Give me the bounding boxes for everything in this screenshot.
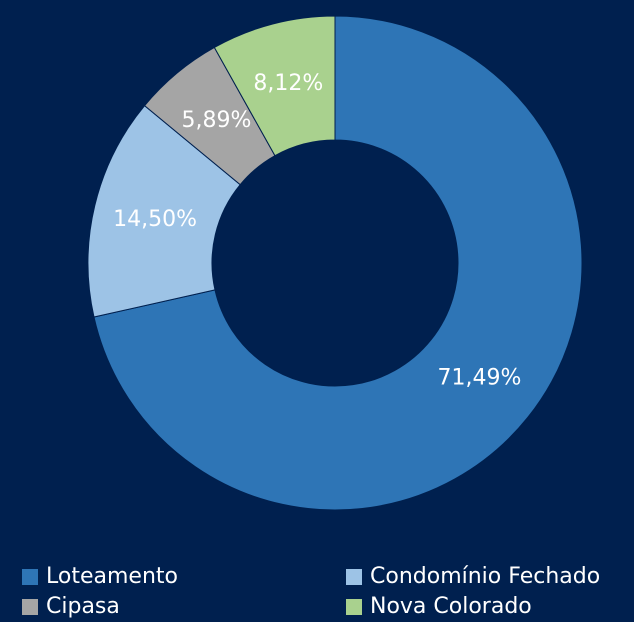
- donut-slice: [213, 15, 336, 157]
- legend-swatch: [346, 569, 362, 585]
- legend-swatch: [22, 569, 38, 585]
- legend-label: Nova Colorado: [370, 594, 532, 619]
- donut-slice: [87, 104, 241, 318]
- data-label: 71,49%: [437, 366, 521, 391]
- legend-label: Loteamento: [46, 564, 178, 589]
- data-label: 5,89%: [182, 108, 252, 133]
- legend-swatch: [22, 599, 38, 615]
- donut-slice: [93, 15, 583, 511]
- legend-swatch: [346, 599, 362, 615]
- data-label: 8,12%: [253, 71, 323, 96]
- legend-label: Condomínio Fechado: [370, 564, 600, 589]
- legend-label: Cipasa: [46, 594, 120, 619]
- data-label: 14,50%: [113, 207, 197, 232]
